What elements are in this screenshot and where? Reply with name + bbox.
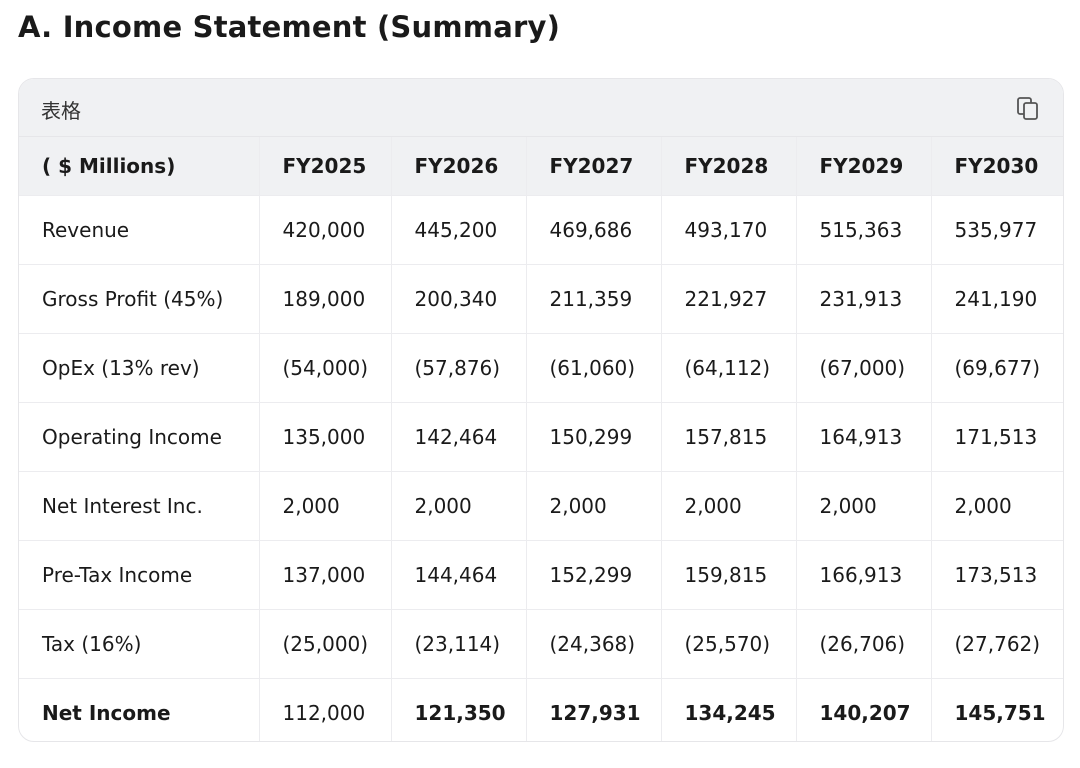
cell: (67,000) [796,333,932,403]
row-label: Net Income [19,678,260,741]
copy-button[interactable] [1017,97,1039,121]
row-label: Net Interest Inc. [19,471,260,541]
cell: (27,762) [931,609,1063,679]
table-header-bar: 表格 [19,79,1063,137]
cell: 2,000 [391,471,527,541]
cell: (69,677) [931,333,1063,403]
cell: 137,000 [259,540,392,610]
cell: 135,000 [259,402,392,472]
row-label: Revenue [19,195,260,265]
cell: (26,706) [796,609,932,679]
column-header: FY2025 [259,137,392,196]
income-table: ( $ Millions) FY2025 FY2026 FY2027 FY2028 FY2… [19,137,1063,741]
cell: 241,190 [931,264,1063,334]
cell: 112,000 [259,678,392,741]
cell: 221,927 [661,264,797,334]
table-card: 表格 ( $ Millions) FY2025 FY2026 FY2027 FY2028… [18,78,1064,742]
cell: 159,815 [661,540,797,610]
cell: 127,931 [526,678,662,741]
cell: 469,686 [526,195,662,265]
cell: 173,513 [931,540,1063,610]
cell: 145,751 [954,701,1046,725]
section-title: A. Income Statement (Summary) [18,10,561,44]
column-header: FY2027 [526,137,662,196]
cell: 2,000 [661,471,797,541]
row-label: Gross Profit (45%) [19,264,260,334]
cell: (57,876) [391,333,527,403]
column-header: ( $ Millions) [19,137,260,196]
cell: 445,200 [391,195,527,265]
cell: 140,207 [796,678,932,741]
cell: 515,363 [796,195,932,265]
cell: 166,913 [796,540,932,610]
cell: 157,815 [661,402,797,472]
cell: 231,913 [796,264,932,334]
row-label: Tax (16%) [19,609,260,679]
table-caption: 表格 [41,99,81,123]
cell: 142,464 [391,402,527,472]
row-label: Pre-Tax Income [19,540,260,610]
cell: 134,245 [661,678,797,741]
cell: 144,464 [391,540,527,610]
cell: (64,112) [661,333,797,403]
cell: 493,170 [661,195,797,265]
cell: 2,000 [259,471,392,541]
cell: (25,000) [259,609,392,679]
column-header: FY2028 [661,137,797,196]
cell: 152,299 [526,540,662,610]
cell: 189,000 [259,264,392,334]
cell: 150,299 [526,402,662,472]
cell: 535,977 [931,195,1063,265]
table-row: Net Income 112,000 121,350 127,931 134,245 14… [19,678,1063,741]
cell: (54,000) [259,333,392,403]
cell: (23,114) [391,609,527,679]
table-row: Pre-Tax Income 137,000 144,464 152,299 159,8… [19,540,1063,610]
cell: 2,000 [931,471,1063,541]
cell: 121,350 [391,678,527,741]
cell: (25,570) [661,609,797,679]
column-header: FY2030 [931,137,1063,196]
cell: (24,368) [526,609,662,679]
cell: 211,359 [526,264,662,334]
table-row: Operating Income 135,000 142,464 150,299 157… [19,402,1063,472]
cell: (61,060) [526,333,662,403]
column-header: FY2029 [796,137,932,196]
cell: 2,000 [796,471,932,541]
row-label: Operating Income [19,402,260,472]
cell: 2,000 [526,471,662,541]
cell: 171,513 [931,402,1063,472]
cell: 420,000 [259,195,392,265]
cell: 200,340 [391,264,527,334]
cell: 164,913 [796,402,932,472]
table-row: Gross Profit (45%) 189,000 200,340 211,359 2… [19,264,1063,334]
table-row: OpEx (13% rev) (54,000) (57,876) (61,060) (6… [19,333,1063,403]
column-header: FY2026 [391,137,527,196]
row-label: OpEx (13% rev) [19,333,260,403]
table-row: Tax (16%) (25,000) (23,114) (24,368) (25,570… [19,609,1063,679]
table-row: Net Interest Inc. 2,000 2,000 2,000 2,000 2,0… [19,471,1063,541]
table-row: Revenue 420,000 445,200 469,686 493,170 515,3… [19,195,1063,265]
header-row: ( $ Millions) FY2025 FY2026 FY2027 FY2028 FY2… [19,137,1063,196]
